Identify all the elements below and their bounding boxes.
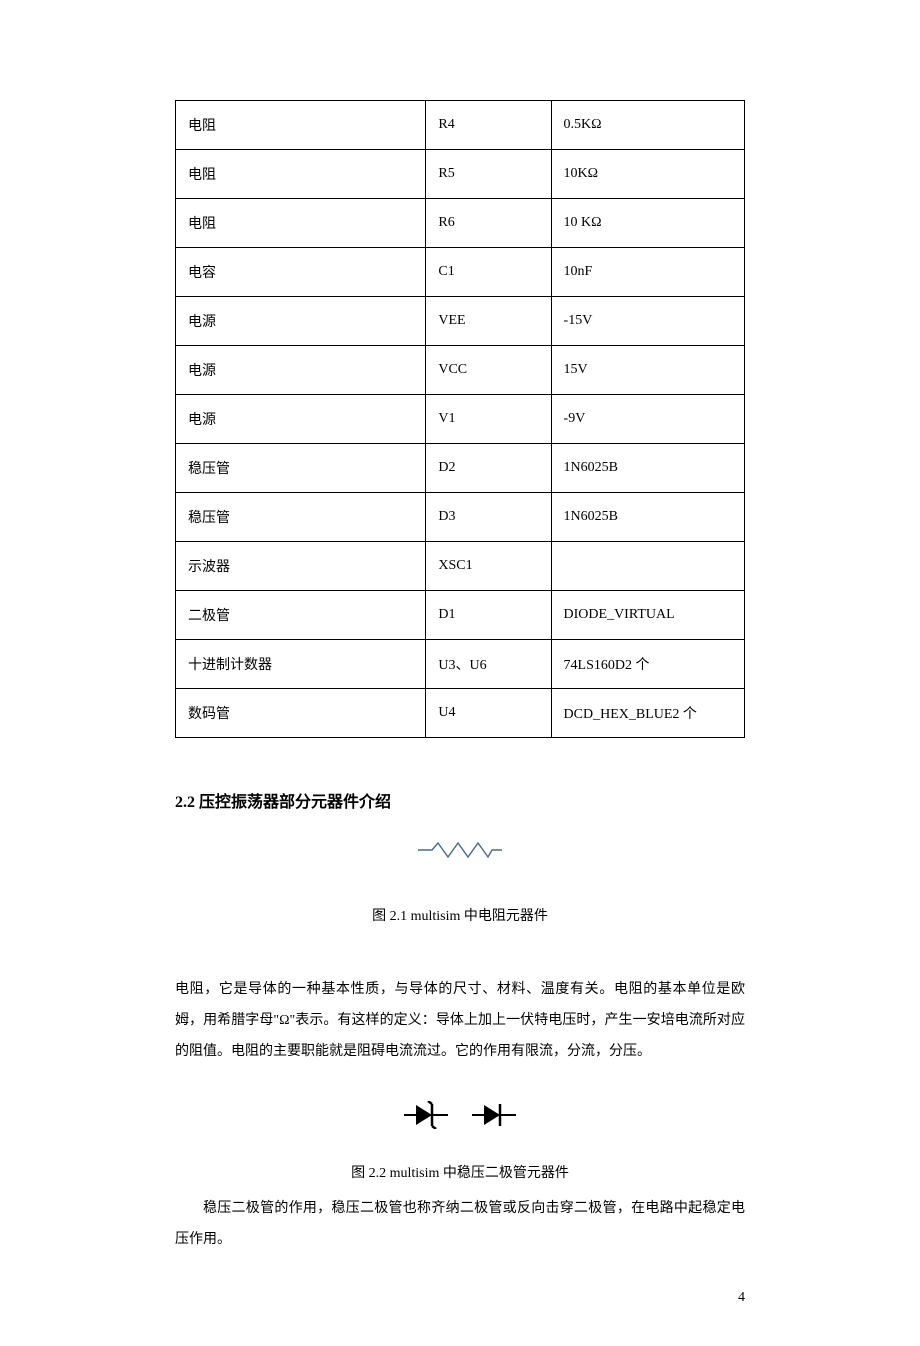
- section-heading: 2.2 压控振荡器部分元器件介绍: [175, 788, 745, 812]
- cell-name: 示波器: [176, 542, 426, 591]
- cell-name: 电源: [176, 395, 426, 444]
- table-row: 示波器 XSC1: [176, 542, 745, 591]
- paragraph-resistor: 电阻，它是导体的一种基本性质，与导体的尺寸、材料、温度有关。电阻的基本单位是欧姆…: [175, 975, 745, 1067]
- zener-diode-icon: [404, 1101, 448, 1129]
- zener-diode-icon: [472, 1101, 516, 1129]
- cell-label: VEE: [426, 297, 551, 346]
- cell-name: 电源: [176, 346, 426, 395]
- cell-label: V1: [426, 395, 551, 444]
- cell-label: D2: [426, 444, 551, 493]
- cell-value: -15V: [551, 297, 744, 346]
- table-body: 电阻 R4 0.5KΩ 电阻 R5 10KΩ 电阻 R6 10 KΩ 电容 C1…: [176, 101, 745, 738]
- page-number: 4: [175, 1290, 745, 1306]
- cell-label: R5: [426, 150, 551, 199]
- table-row: 稳压管 D2 1N6025B: [176, 444, 745, 493]
- table-row: 二极管 D1 DIODE_VIRTUAL: [176, 591, 745, 640]
- cell-value: 0.5KΩ: [551, 101, 744, 150]
- table-row: 电容 C1 10nF: [176, 248, 745, 297]
- cell-value: 1N6025B: [551, 444, 744, 493]
- cell-name: 十进制计数器: [176, 640, 426, 689]
- cell-value: 10KΩ: [551, 150, 744, 199]
- table-row: 电源 VCC 15V: [176, 346, 745, 395]
- table-row: 数码管 U4 DCD_HEX_BLUE2 个: [176, 689, 745, 738]
- cell-name: 电阻: [176, 150, 426, 199]
- cell-name: 电阻: [176, 101, 426, 150]
- cell-name: 二极管: [176, 591, 426, 640]
- cell-value: DCD_HEX_BLUE2 个: [551, 689, 744, 738]
- table-row: 十进制计数器 U3、U6 74LS160D2 个: [176, 640, 745, 689]
- components-table: 电阻 R4 0.5KΩ 电阻 R5 10KΩ 电阻 R6 10 KΩ 电容 C1…: [175, 100, 745, 738]
- cell-value: 10nF: [551, 248, 744, 297]
- cell-label: R4: [426, 101, 551, 150]
- cell-label: U4: [426, 689, 551, 738]
- cell-name: 电源: [176, 297, 426, 346]
- cell-label: C1: [426, 248, 551, 297]
- table-row: 稳压管 D3 1N6025B: [176, 493, 745, 542]
- cell-value: 15V: [551, 346, 744, 395]
- cell-label: D1: [426, 591, 551, 640]
- table-row: 电源 VEE -15V: [176, 297, 745, 346]
- cell-name: 数码管: [176, 689, 426, 738]
- cell-label: U3、U6: [426, 640, 551, 689]
- cell-name: 电容: [176, 248, 426, 297]
- cell-label: XSC1: [426, 542, 551, 591]
- cell-label: R6: [426, 199, 551, 248]
- cell-name: 稳压管: [176, 444, 426, 493]
- cell-label: VCC: [426, 346, 551, 395]
- cell-label: D3: [426, 493, 551, 542]
- diode-symbols-container: [175, 1101, 745, 1134]
- cell-value: -9V: [551, 395, 744, 444]
- paragraph-zener: 稳压二极管的作用，稳压二极管也称齐纳二极管或反向击穿二极管，在电路中起稳定电压作…: [175, 1194, 745, 1256]
- cell-value: [551, 542, 744, 591]
- cell-value: 1N6025B: [551, 493, 744, 542]
- figure-2-1-caption: 图 2.1 multisim 中电阻元器件: [175, 905, 745, 925]
- cell-value: 10 KΩ: [551, 199, 744, 248]
- resistor-symbol-container: [175, 840, 745, 865]
- cell-name: 电阻: [176, 199, 426, 248]
- resistor-icon: [416, 840, 504, 860]
- cell-value: DIODE_VIRTUAL: [551, 591, 744, 640]
- cell-name: 稳压管: [176, 493, 426, 542]
- table-row: 电源 V1 -9V: [176, 395, 745, 444]
- table-row: 电阻 R5 10KΩ: [176, 150, 745, 199]
- table-row: 电阻 R6 10 KΩ: [176, 199, 745, 248]
- figure-2-2-caption: 图 2.2 multisim 中稳压二极管元器件: [175, 1162, 745, 1182]
- cell-value: 74LS160D2 个: [551, 640, 744, 689]
- table-row: 电阻 R4 0.5KΩ: [176, 101, 745, 150]
